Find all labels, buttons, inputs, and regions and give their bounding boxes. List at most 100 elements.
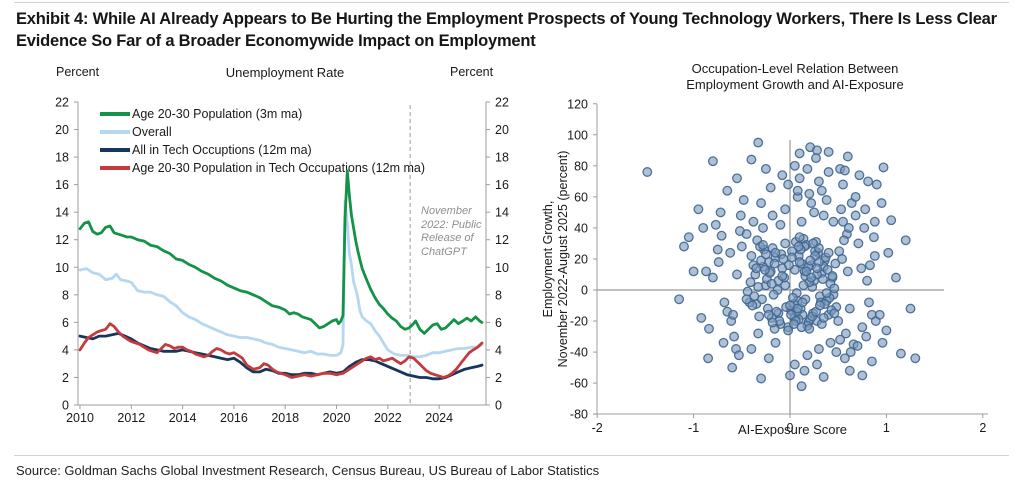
scatter-point [738,195,749,205]
scatter-point [794,173,805,184]
scatter-point [763,309,774,320]
tick-label: 4 [495,343,502,357]
scatter-point [758,222,768,233]
scatter-point [804,323,815,334]
scatter-point [715,207,726,218]
scatter-point [878,162,889,173]
scatter-point [756,373,767,384]
left-axis-unit-left: Percent [56,65,100,79]
scatter-point [753,328,764,339]
tick-label: 2 [495,371,502,385]
series-line-0 [78,169,484,335]
source-line: Source: Goldman Sachs Global Investment … [16,463,600,478]
scatter-point [900,235,911,246]
scatter-point [696,312,707,323]
scatter-point [910,353,921,364]
tick-label: 80 [574,159,588,173]
scatter-point [783,179,794,190]
scatter-point [735,210,746,221]
scatter-point [796,381,807,392]
scatter-point [722,185,733,196]
scatter-point [840,328,851,339]
tick-label: 22 [55,96,69,110]
tick-label: 2020 [323,411,351,425]
bottom-rule [14,455,1009,456]
tick-label: 120 [567,97,588,111]
tick-label: 0 [787,421,794,435]
right-chart-title-line1: Occupation-Level Relation Between [691,61,899,76]
scatter-point [753,281,764,292]
scatter-point [871,179,882,190]
scatter-point [905,303,916,314]
scatter-point [809,207,820,218]
scatter-point [674,294,685,305]
scatter-point [747,300,758,311]
tick-label: 10 [55,261,69,275]
scatter-point [808,238,819,249]
scatter-point [864,297,874,308]
scatter-point [823,146,834,157]
scatter-point [802,350,813,361]
tick-label: 20 [495,123,509,137]
scatter-point [836,204,847,215]
scatter-point [698,222,709,233]
scatter-point [843,222,854,233]
tick-label: 0 [62,399,69,413]
exhibit-title: Exhibit 4: While AI Already Appears to B… [16,10,997,50]
tick-label: 2022 [374,411,402,425]
scatter-point [876,198,887,209]
scatter-point [725,247,736,258]
scatter-point [850,191,861,202]
chatgpt-release-annotation: November 2022: Public Release of ChatGPT [421,205,482,258]
scatter-point [789,160,800,171]
scatter-point [857,322,868,333]
legend-label: Age 20-30 Population (3m ma) [132,107,303,121]
legend: Age 20-30 Population (3m ma) Overall All… [100,105,425,177]
left-chart-title: Unemployment Rate [225,65,345,80]
tick-label: 2012 [117,411,145,425]
scatter-point [868,232,879,243]
scatter-point [794,257,805,268]
scatter-point [829,283,840,294]
tick-label: 6 [495,316,502,330]
legend-swatch-lightblue [100,130,130,134]
scatter-point [718,337,729,348]
scatter-point [812,359,822,370]
legend-swatch-red [100,166,130,170]
scatter-point [713,257,724,268]
legend-label: All in Tech Occuptions (12m ma) [132,143,312,157]
scatter-point [804,188,815,199]
scatter-point [859,222,870,233]
scatter-point [805,255,816,266]
legend-item-all-tech: All in Tech Occuptions (12m ma) [100,141,425,159]
tick-label: -2 [592,421,603,435]
tick-label: 40 [574,221,588,235]
scatter-point [844,303,855,314]
scatter-point [777,170,788,181]
scatter-point [798,280,809,291]
scatter-point [874,309,885,320]
scatter-point [770,247,781,258]
scatter-point [679,241,689,252]
scatter-point [891,272,901,283]
scatter-point [765,182,776,193]
scatter-point [881,325,892,336]
tick-label: 12 [55,233,69,247]
scatter-point [763,353,774,364]
scatter-point [704,323,714,334]
tick-label: -80 [570,408,588,422]
scatter-point [827,271,838,281]
legend-item-age-20-30: Age 20-30 Population (3m ma) [100,105,425,123]
scatter-point [758,240,768,250]
scatter-point [759,264,770,275]
tick-label: 2010 [66,411,94,425]
scatter-point [785,370,795,381]
scatter-point [727,362,738,373]
scatter-point [756,198,767,209]
scatter-point [741,294,752,305]
scatter-point [821,195,832,205]
scatter-point [852,340,863,351]
